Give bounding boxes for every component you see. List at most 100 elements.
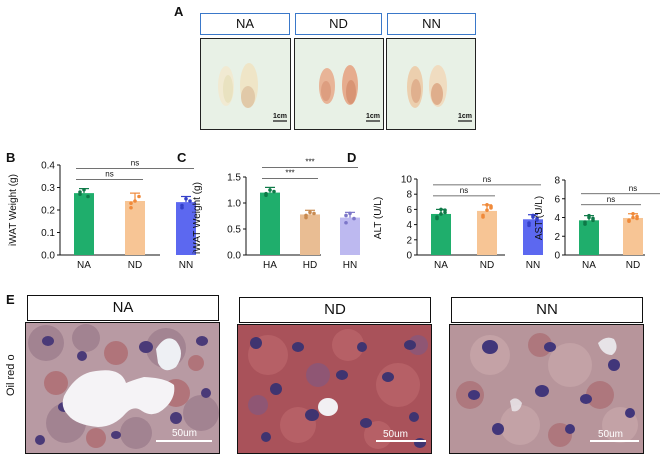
data-point	[485, 208, 489, 212]
panel-letter-a: A	[174, 4, 184, 19]
data-point	[583, 220, 587, 224]
data-point	[137, 194, 141, 199]
data-point	[348, 211, 352, 216]
data-point	[82, 187, 86, 192]
data-point	[587, 215, 591, 220]
data-point	[627, 218, 631, 223]
y-tick-label: 2	[406, 235, 412, 246]
data-point	[264, 191, 268, 196]
data-point	[180, 205, 184, 210]
panel-e-label-nn: NN	[451, 297, 643, 323]
bar-nd	[477, 210, 497, 255]
micrograph-nd-drawing	[238, 325, 431, 453]
significance-label: ***	[305, 157, 314, 166]
panel-letter-b: B	[6, 150, 16, 165]
panel-a-label-nn: NN	[387, 13, 476, 35]
y-tick-label: 1.0	[227, 199, 241, 210]
bar-na	[579, 220, 599, 255]
data-point	[344, 213, 348, 218]
scalebar-label-e3: 50um	[598, 429, 624, 440]
y-tick-label: 4	[554, 213, 560, 224]
data-point	[352, 216, 356, 221]
panel-letter-c: C	[177, 150, 187, 165]
panel-a-label-na: NA	[200, 13, 290, 35]
data-point	[272, 189, 276, 194]
y-tick-label: 8	[406, 190, 412, 201]
y-tick-label: 8	[554, 176, 560, 187]
data-point	[531, 215, 535, 219]
data-point	[481, 215, 485, 219]
scalebar-label-a3: 1cm	[458, 113, 473, 120]
significance-label: ns	[607, 195, 615, 204]
panel-e-label-na: NA	[27, 295, 219, 321]
x-tick-label: NA	[434, 260, 448, 271]
x-tick-label: ND	[480, 260, 494, 271]
y-tick-label: 0.1	[41, 228, 55, 239]
data-point	[485, 203, 489, 207]
tissue-photo-na: 1cm	[200, 38, 291, 130]
x-tick-label: NA	[582, 260, 596, 271]
y-tick-label: 10	[401, 175, 413, 186]
tissue-photo-nd-drawing	[295, 39, 383, 129]
data-point	[184, 196, 188, 201]
y-tick-label: 6	[554, 194, 560, 205]
tissue-photo-nn: 1cm	[386, 38, 476, 130]
data-point	[591, 218, 595, 223]
bar-hn	[340, 217, 360, 255]
y-axis-label: iWAT Weight (g)	[8, 174, 19, 246]
data-point	[527, 223, 531, 228]
chart-d1: 0 2 4 6 8 10 ALT (U/L) NA ND NN ns ns	[373, 175, 543, 271]
y-tick-label: 0.0	[227, 251, 241, 262]
scalebar-label-a2: 1cm	[366, 113, 381, 120]
data-point	[635, 216, 639, 221]
data-point	[439, 207, 443, 212]
tissue-photo-nd: 1cm	[294, 38, 384, 130]
stain-side-label: Oil red o	[5, 354, 17, 396]
x-tick-label: NA	[77, 260, 91, 271]
data-point	[129, 201, 133, 206]
data-point	[268, 188, 272, 192]
y-axis-label: AST (U/L)	[534, 196, 545, 240]
y-tick-label: 0.3	[41, 183, 55, 194]
micrograph-nn: 50um	[449, 324, 644, 454]
micrograph-nd: 50um	[237, 324, 432, 454]
y-tick-label: 1.5	[227, 173, 241, 184]
data-point	[489, 204, 493, 209]
bar-nn	[523, 219, 543, 255]
x-tick-label: ND	[128, 260, 142, 271]
bar-na	[74, 193, 94, 255]
significance-label: ***	[285, 168, 294, 177]
panel-e-label-nd: ND	[239, 297, 431, 323]
bar-hd	[300, 214, 320, 255]
bar-na	[431, 213, 451, 255]
y-tick-label: 0	[406, 251, 412, 262]
data-point	[435, 216, 439, 221]
y-tick-label: 0	[554, 251, 560, 262]
bar-nn	[176, 202, 196, 255]
chart-b: 0.0 0.1 0.2 0.3 0.4 iWAT Weight (g) NA ND NN ns ns	[8, 159, 196, 271]
significance-label: ns	[131, 159, 139, 168]
data-point	[304, 213, 308, 218]
y-tick-label: 0.5	[227, 225, 241, 236]
x-tick-label: NN	[526, 260, 540, 271]
scalebar-label-e1: 50um	[172, 428, 198, 439]
x-tick-label: HA	[263, 260, 277, 271]
y-tick-label: 0.2	[41, 206, 55, 217]
y-tick-label: 4	[406, 220, 412, 231]
x-tick-label: ND	[626, 260, 640, 271]
y-tick-label: 0.0	[41, 251, 55, 262]
data-point	[631, 211, 635, 216]
tissue-photo-nn-drawing	[387, 39, 475, 129]
x-tick-label: HD	[303, 260, 317, 271]
y-tick-label: 0.4	[41, 161, 55, 172]
bar-ha	[260, 192, 280, 255]
data-point	[439, 212, 443, 216]
micrograph-na: 50um	[25, 322, 220, 454]
y-axis-label: iWAT Weight (g)	[192, 182, 203, 254]
charts-area: 0.0 0.1 0.2 0.3 0.4 iWAT Weight (g) NA ND NN ns ns…	[8, 157, 660, 271]
panel-letter-e: E	[6, 292, 15, 307]
x-tick-label: HN	[343, 260, 357, 271]
data-point	[133, 199, 137, 203]
y-axis-label: ALT (U/L)	[373, 197, 384, 239]
